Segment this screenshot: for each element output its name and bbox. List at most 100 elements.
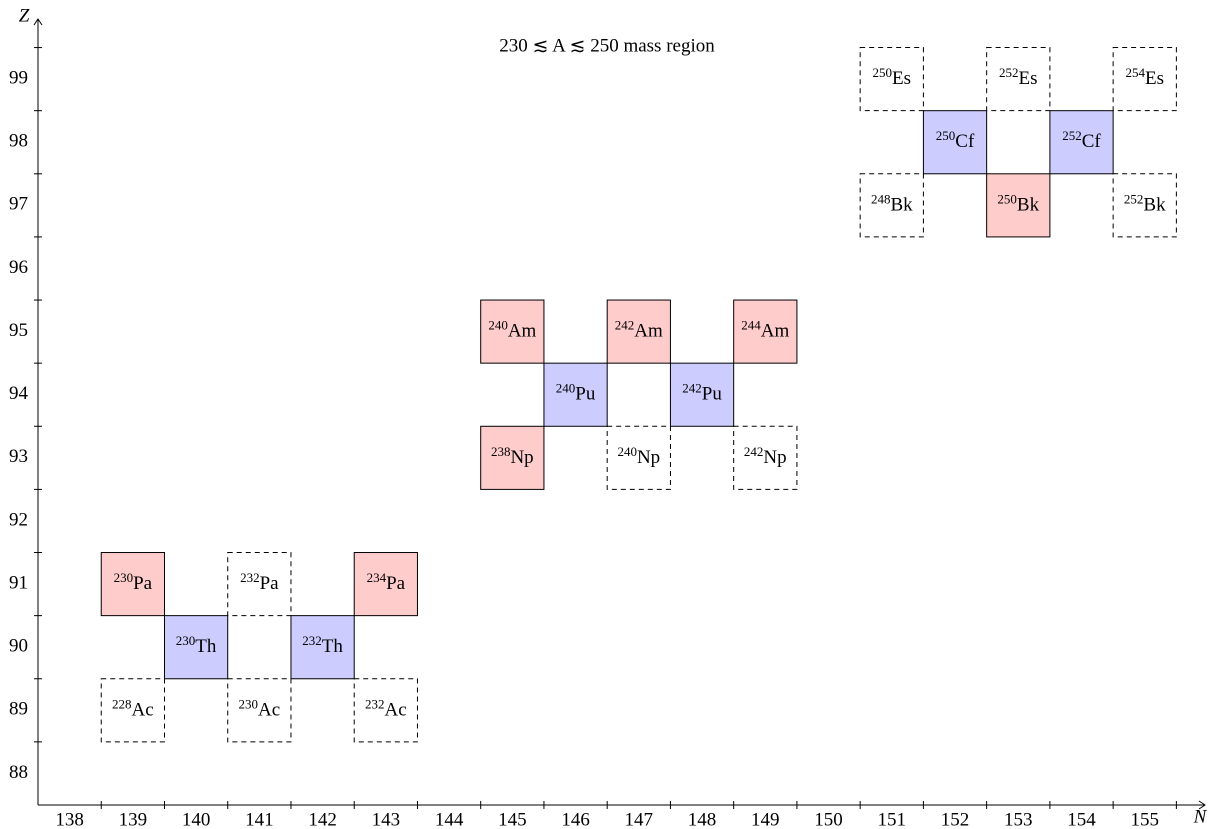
y-tick-label: 95 <box>9 320 28 341</box>
y-axis-arrow <box>33 18 43 26</box>
nuclide-cell <box>163 615 229 680</box>
mass-number: 242 <box>615 318 635 333</box>
x-tick-label: 140 <box>182 809 211 829</box>
nuclide-label: 242Pu <box>682 381 722 405</box>
nuclide-cell <box>227 552 292 617</box>
x-tick-label: 151 <box>878 809 907 829</box>
x-tick-label: 146 <box>561 809 590 829</box>
element-symbol: Am <box>634 321 663 342</box>
element-symbol: Bk <box>890 195 913 216</box>
element-symbol: Pa <box>133 573 153 594</box>
element-symbol: Es <box>1019 68 1038 89</box>
mass-number: 240 <box>617 444 637 459</box>
element-symbol: Np <box>763 447 786 468</box>
mass-number: 238 <box>491 444 511 459</box>
element-symbol: Np <box>510 447 533 468</box>
x-tick-label: 144 <box>435 809 464 829</box>
element-symbol: Bk <box>1017 195 1040 216</box>
mass-number: 232 <box>240 570 260 585</box>
nuclide-cell <box>986 173 1051 238</box>
y-tick-label: 97 <box>9 194 28 215</box>
x-tick-label: 148 <box>688 809 717 829</box>
x-tick-label: 152 <box>941 809 970 829</box>
x-tick-label: 143 <box>372 809 401 829</box>
y-tick-label: 92 <box>9 509 28 530</box>
nuclide-cell <box>1112 47 1177 112</box>
nuclide-label: 240Np <box>617 444 660 468</box>
element-symbol: Es <box>892 68 911 89</box>
nuclide-label: 230Pa <box>114 570 153 594</box>
nuclide-label: 244Am <box>741 318 789 342</box>
mass-number: 254 <box>1126 65 1146 80</box>
nuclide-cell <box>353 678 418 743</box>
x-axis-label: N <box>1193 806 1208 827</box>
nuclide-label: 250Bk <box>997 191 1039 215</box>
nuclide-cell <box>353 552 418 617</box>
nuclide-cell <box>733 425 798 490</box>
nuclide-label: 250Cf <box>936 128 975 152</box>
mass-number: 240 <box>556 381 576 396</box>
element-symbol: Pa <box>386 573 406 594</box>
y-axis-label: Z <box>19 5 30 26</box>
x-tick-label: 145 <box>498 809 527 829</box>
mass-number: 244 <box>741 318 761 333</box>
nuclide-cell <box>290 615 355 680</box>
nuclide-label: 232Ac <box>365 696 407 720</box>
nuclide-label: 234Pa <box>367 570 406 594</box>
element-symbol: Cf <box>1082 132 1102 153</box>
element-symbol: Pa <box>260 573 280 594</box>
nuclide-cell <box>859 173 924 238</box>
nuclide-label: 230Th <box>176 633 217 657</box>
mass-number: 250 <box>873 65 893 80</box>
y-tick-label: 89 <box>9 699 28 720</box>
y-tick-label: 93 <box>9 446 28 467</box>
element-symbol: Ac <box>385 700 407 721</box>
mass-number: 230 <box>114 570 134 585</box>
nuclide-label: 238Np <box>491 444 534 468</box>
nuclide-label: 240Am <box>488 318 536 342</box>
element-symbol: Ac <box>258 700 280 721</box>
nuclide-cell <box>543 362 608 427</box>
element-symbol: Pu <box>702 384 723 405</box>
nuclide-cell <box>100 678 165 743</box>
y-tick-label: 94 <box>9 383 29 404</box>
mass-number: 232 <box>302 633 322 648</box>
element-symbol: Np <box>637 447 660 468</box>
nuclide-label: 252Cf <box>1062 128 1101 152</box>
x-tick-label: 155 <box>1131 809 1160 829</box>
nuclide-label: 228Ac <box>112 696 154 720</box>
mass-number: 240 <box>488 318 508 333</box>
nuclide-cell <box>733 299 798 364</box>
y-tick-label: 91 <box>9 572 28 593</box>
y-tick-label: 96 <box>9 257 28 278</box>
nuclide-label: 230Ac <box>239 696 281 720</box>
mass-number: 232 <box>365 696 385 711</box>
y-tick-label: 88 <box>9 762 28 783</box>
nuclide-cell <box>606 425 671 490</box>
mass-number: 252 <box>1124 191 1144 206</box>
x-tick-label: 150 <box>814 809 843 829</box>
mass-number: 242 <box>744 444 764 459</box>
mass-number: 250 <box>936 128 956 143</box>
x-tick-label: 147 <box>625 809 654 829</box>
nuclide-label: 232Th <box>302 633 343 657</box>
element-symbol: Pu <box>575 384 596 405</box>
mass-number: 228 <box>112 696 132 711</box>
nuclide-cell <box>480 425 545 490</box>
nuclide-cell <box>227 678 292 743</box>
mass-number: 234 <box>367 570 387 585</box>
mass-number: 252 <box>1062 128 1082 143</box>
x-tick-label: 149 <box>751 809 780 829</box>
nuclide-label: 240Pu <box>556 381 596 405</box>
nuclide-label: 248Bk <box>871 191 913 215</box>
element-symbol: Cf <box>955 132 975 153</box>
x-axis-arrow <box>1198 800 1206 810</box>
nuclide-label: 254Es <box>1126 65 1165 89</box>
element-symbol: Am <box>508 321 537 342</box>
x-tick-label: 142 <box>308 809 337 829</box>
nuclide-label: 250Es <box>873 65 912 89</box>
element-symbol: Th <box>322 637 344 658</box>
chart-title: 230 ≲ A ≲ 250 mass region <box>499 35 715 56</box>
y-tick-label: 90 <box>9 636 28 657</box>
